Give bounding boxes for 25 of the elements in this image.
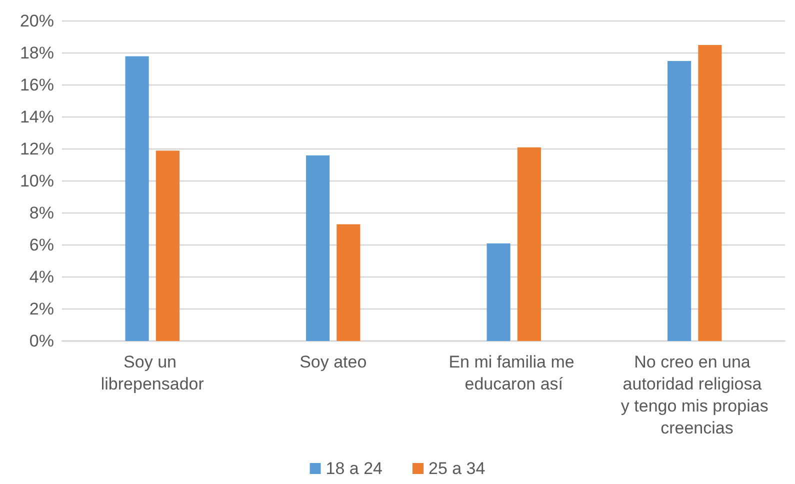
bar bbox=[306, 155, 330, 341]
x-tick-label: En mi familia me educaron así bbox=[448, 352, 580, 394]
y-tick-label: 16% bbox=[20, 76, 54, 94]
y-tick-label: 2% bbox=[29, 300, 54, 318]
x-tick-label: No creo en una autoridad religiosa y tengo mis propias creencias bbox=[620, 352, 768, 438]
y-tick-label: 12% bbox=[20, 140, 54, 158]
y-tick-label: 10% bbox=[20, 172, 54, 190]
y-tick-label: 8% bbox=[29, 204, 54, 222]
y-tick-label: 14% bbox=[20, 108, 54, 126]
y-tick-label: 4% bbox=[29, 268, 54, 286]
legend-label: 18 a 24 bbox=[326, 459, 383, 478]
bar bbox=[517, 147, 541, 341]
y-tick-label: 18% bbox=[20, 44, 54, 62]
bar bbox=[156, 150, 180, 341]
y-tick-label: 0% bbox=[29, 332, 54, 350]
x-tick-label: Soy ateo bbox=[300, 352, 367, 372]
x-tick-label: Soy un librepensador bbox=[100, 352, 204, 394]
bar bbox=[336, 224, 360, 341]
bar bbox=[668, 61, 692, 341]
bar bbox=[486, 243, 510, 341]
y-tick-label: 6% bbox=[29, 236, 54, 254]
legend-label: 25 a 34 bbox=[428, 459, 486, 478]
y-tick-label: 20% bbox=[20, 12, 54, 30]
bar bbox=[125, 56, 149, 341]
bar bbox=[698, 45, 722, 341]
